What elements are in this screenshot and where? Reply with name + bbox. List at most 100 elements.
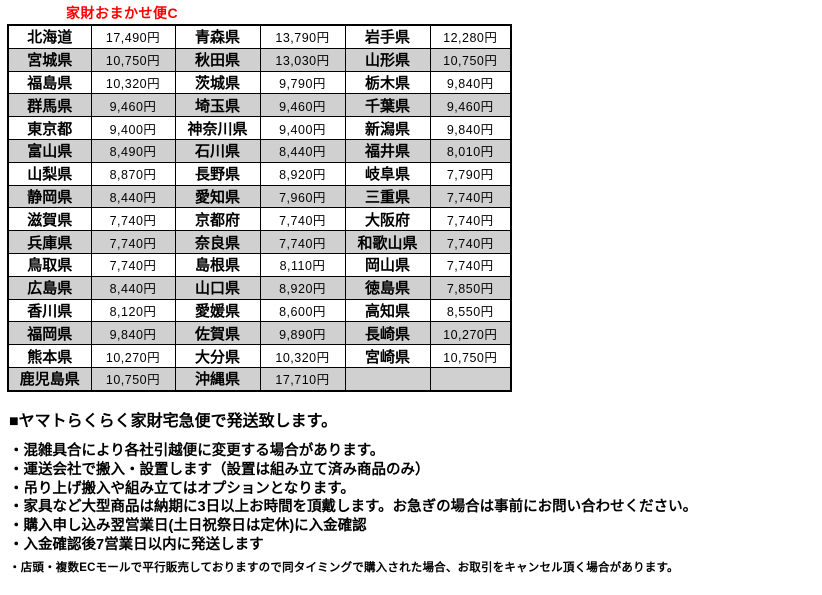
table-row: 鹿児島県 10,750円 沖縄県 17,710円	[7, 366, 512, 392]
prefecture-cell: 茨城県	[174, 70, 261, 95]
price-cell: 9,890円	[259, 321, 346, 346]
prefecture-cell: 栃木県	[344, 70, 431, 95]
price-cell: 17,710円	[259, 366, 346, 392]
price-cell: 17,490円	[90, 24, 176, 49]
table-row: 山梨県 8,870円 長野県 8,920円 岐阜県 7,790円	[7, 161, 512, 186]
prefecture-cell: 岐阜県	[344, 161, 431, 186]
parallel-sale-note: ・店頭・複数ECモールで平行販売しておりますので同タイミングで購入された場合、お…	[9, 561, 679, 574]
prefecture-cell: 宮崎県	[344, 344, 431, 368]
prefecture-cell: 北海道	[7, 24, 92, 49]
prefecture-cell: 熊本県	[7, 344, 92, 368]
note-line-options: ・吊り上げ搬入や組み立てはオプションとなります。	[9, 480, 355, 497]
price-cell: 10,270円	[90, 344, 176, 368]
prefecture-cell: 広島県	[7, 275, 92, 300]
prefecture-cell: 島根県	[174, 252, 261, 277]
prefecture-cell: 鳥取県	[7, 252, 92, 277]
price-cell: 7,790円	[429, 161, 512, 186]
price-cell: 8,920円	[259, 275, 346, 300]
prefecture-cell: 福岡県	[7, 321, 92, 346]
price-cell: 7,850円	[429, 275, 512, 300]
price-cell: 10,750円	[90, 47, 176, 72]
prefecture-cell: 新潟県	[344, 116, 431, 140]
notes-section: ■ヤマトらくらく家財宅急便で発送致します。 ・混雑具合により各社引越便に変更する…	[9, 412, 819, 575]
prefecture-cell: 三重県	[344, 184, 431, 209]
prefecture-cell: 岡山県	[344, 252, 431, 277]
prefecture-cell: 岩手県	[344, 24, 431, 49]
price-cell: 7,960円	[259, 184, 346, 209]
shipping-plan-title: 家財おまかせ便C	[66, 5, 179, 21]
table-row: 東京都 9,400円 神奈川県 9,400円 新潟県 9,840円	[7, 116, 512, 140]
price-cell: 7,740円	[259, 207, 346, 232]
price-cell: 8,550円	[429, 298, 512, 323]
price-cell: 8,440円	[259, 138, 346, 163]
price-cell: 10,750円	[429, 47, 512, 72]
price-cell: 9,400円	[90, 116, 176, 140]
price-cell: 7,740円	[429, 207, 512, 232]
price-cell: 9,460円	[90, 93, 176, 118]
table-row: 熊本県 10,270円 大分県 10,320円 宮崎県 10,750円	[7, 344, 512, 368]
table-row: 富山県 8,490円 石川県 8,440円 福井県 8,010円	[7, 138, 512, 163]
prefecture-cell: 神奈川県	[174, 116, 261, 140]
prefecture-cell: 埼玉県	[174, 93, 261, 118]
prefecture-cell: 山口県	[174, 275, 261, 300]
price-cell: 7,740円	[90, 207, 176, 232]
note-line-payment-check: ・購入申し込み翌営業日(土日祝祭日は定休)に入金確認	[9, 518, 367, 535]
prefecture-cell: 福井県	[344, 138, 431, 163]
prefecture-cell: 沖縄県	[174, 366, 261, 392]
prefecture-cell: 山梨県	[7, 161, 92, 186]
prefecture-cell: 山形県	[344, 47, 431, 72]
price-cell: 8,120円	[90, 298, 176, 323]
prefecture-cell	[344, 366, 431, 392]
prefecture-cell: 富山県	[7, 138, 92, 163]
price-cell: 8,110円	[259, 252, 346, 277]
prefecture-cell: 愛知県	[174, 184, 261, 209]
prefecture-cell: 高知県	[344, 298, 431, 323]
note-line-congestion: ・混雑具合により各社引越便に変更する場合があります。	[9, 443, 385, 459]
prefecture-cell: 兵庫県	[7, 230, 92, 254]
prefecture-cell: 福島県	[7, 70, 92, 95]
price-cell: 8,600円	[259, 298, 346, 323]
price-cell: 10,320円	[90, 70, 176, 95]
prefecture-cell: 石川県	[174, 138, 261, 163]
prefecture-cell: 静岡県	[7, 184, 92, 209]
notes-heading: ■ヤマトらくらく家財宅急便で発送致します。	[9, 413, 338, 430]
price-cell: 7,740円	[259, 230, 346, 254]
price-cell: 7,740円	[90, 230, 176, 254]
table-row: 北海道 17,490円 青森県 13,790円 岩手県 12,280円	[7, 24, 512, 49]
table-row: 鳥取県 7,740円 島根県 8,110円 岡山県 7,740円	[7, 252, 512, 277]
price-cell: 9,840円	[90, 321, 176, 346]
prefecture-cell: 千葉県	[344, 93, 431, 118]
prefecture-cell: 滋賀県	[7, 207, 92, 232]
shipping-fee-table: 北海道 17,490円 青森県 13,790円 岩手県 12,280円 宮城県 10,750円…	[7, 24, 512, 392]
price-cell: 10,320円	[259, 344, 346, 368]
note-line-carry-in: ・運送会社で搬入・設置します（設置は組み立て済み商品のみ）	[9, 461, 430, 478]
prefecture-cell: 宮城県	[7, 47, 92, 72]
price-cell: 8,010円	[429, 138, 512, 163]
shipping-fee-table-body: 北海道 17,490円 青森県 13,790円 岩手県 12,280円 宮城県 10,750円…	[7, 24, 512, 392]
note-line-lead-time: ・家具など大型商品は納期に3日以上お時間を頂戴します。お急ぎの場合は事前にお問い…	[9, 499, 698, 516]
table-row: 香川県 8,120円 愛媛県 8,600円 高知県 8,550円	[7, 298, 512, 323]
prefecture-cell: 佐賀県	[174, 321, 261, 346]
prefecture-cell: 長野県	[174, 161, 261, 186]
price-cell: 7,740円	[429, 184, 512, 209]
prefecture-cell: 徳島県	[344, 275, 431, 300]
price-cell: 7,740円	[429, 230, 512, 254]
price-cell: 8,440円	[90, 184, 176, 209]
price-cell: 7,740円	[429, 252, 512, 277]
prefecture-cell: 和歌山県	[344, 230, 431, 254]
price-cell	[429, 366, 512, 392]
table-row: 宮城県 10,750円 秋田県 13,030円 山形県 10,750円	[7, 47, 512, 72]
table-row: 滋賀県 7,740円 京都府 7,740円 大阪府 7,740円	[7, 207, 512, 232]
price-cell: 9,790円	[259, 70, 346, 95]
price-cell: 10,750円	[429, 344, 512, 368]
prefecture-cell: 秋田県	[174, 47, 261, 72]
price-cell: 9,460円	[259, 93, 346, 118]
prefecture-cell: 大阪府	[344, 207, 431, 232]
prefecture-cell: 青森県	[174, 24, 261, 49]
price-cell: 9,840円	[429, 116, 512, 140]
price-cell: 12,280円	[429, 24, 512, 49]
prefecture-cell: 奈良県	[174, 230, 261, 254]
table-row: 広島県 8,440円 山口県 8,920円 徳島県 7,850円	[7, 275, 512, 300]
price-cell: 8,440円	[90, 275, 176, 300]
price-cell: 9,400円	[259, 116, 346, 140]
